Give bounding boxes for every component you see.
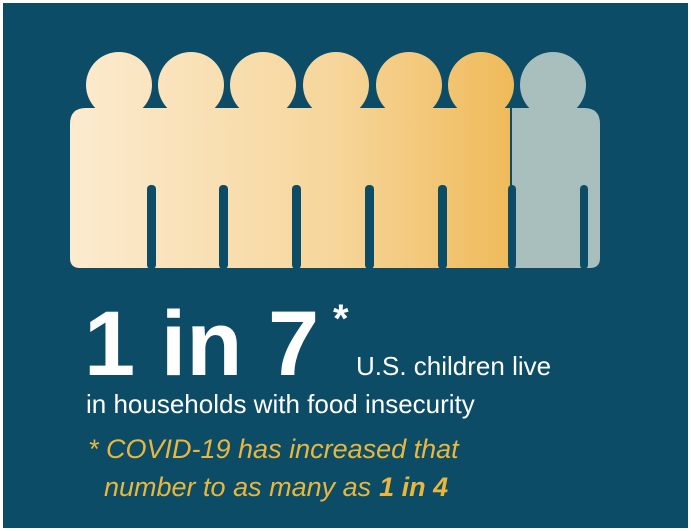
- note-line: * COVID-19 has increased that: [88, 434, 460, 464]
- highlighted-people: [70, 52, 514, 268]
- asterisk: *: [333, 297, 349, 341]
- other-person: [512, 52, 600, 268]
- people-icons: [70, 52, 600, 269]
- headline-line: in households with food insecurity: [86, 389, 475, 419]
- note-highlight: 1 in 4: [379, 472, 448, 502]
- headline-number: 1 in 7: [84, 293, 319, 395]
- note-text: number to as many as: [104, 472, 371, 502]
- headline-line: U.S. children live: [356, 351, 551, 381]
- leg-gaps: [147, 185, 588, 269]
- note-line: number to as many as 1 in 4: [104, 472, 448, 502]
